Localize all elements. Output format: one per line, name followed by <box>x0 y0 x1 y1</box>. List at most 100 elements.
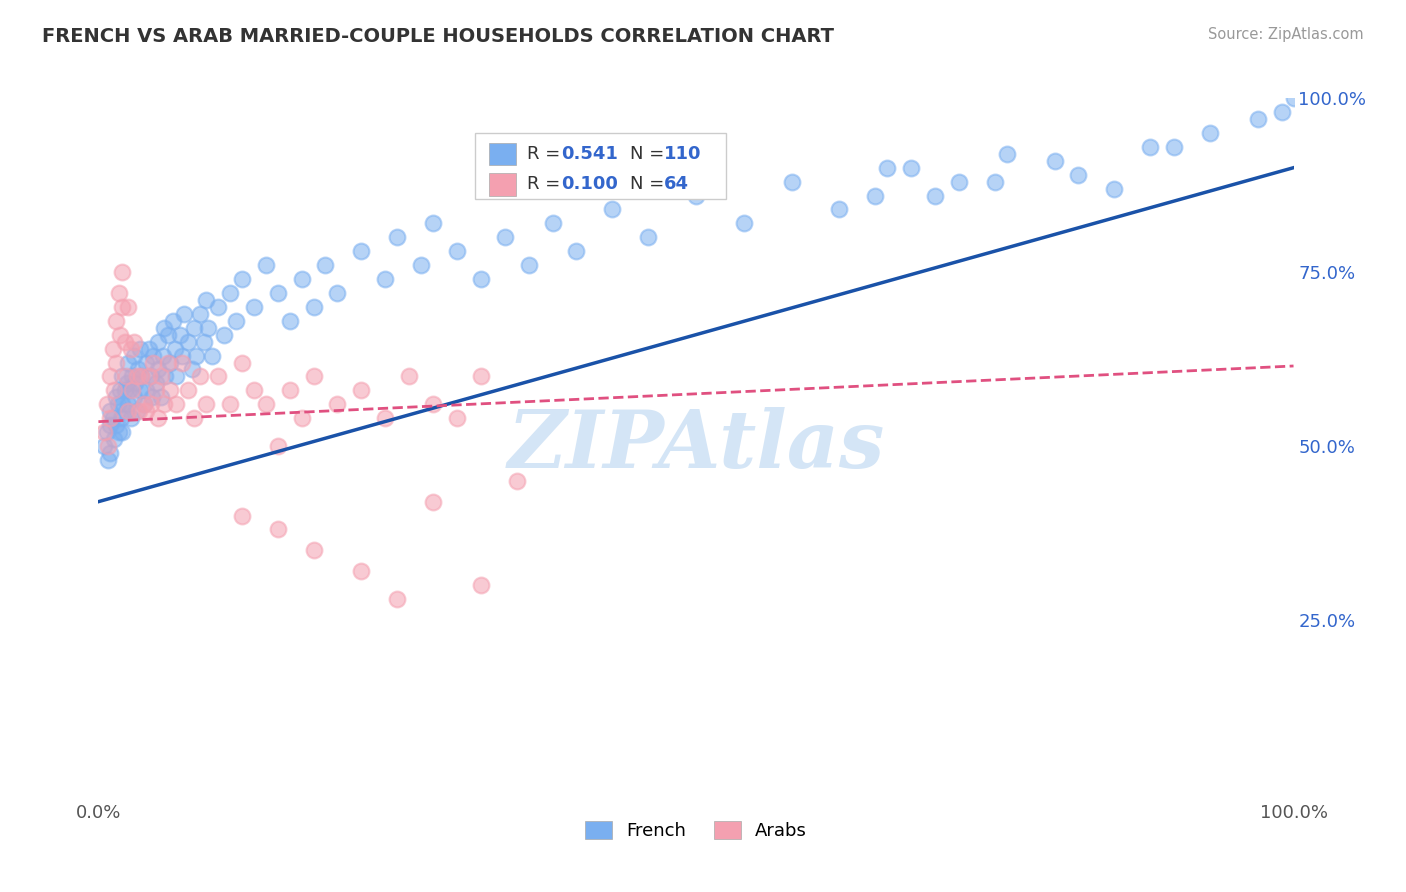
Point <box>517 258 540 272</box>
Point <box>186 349 208 363</box>
Point <box>124 376 146 391</box>
Point <box>135 384 157 398</box>
Point <box>1247 112 1270 126</box>
Point <box>828 202 851 217</box>
Point <box>118 384 141 398</box>
Point <box>193 334 215 349</box>
Point <box>172 349 194 363</box>
Point <box>1199 126 1222 140</box>
Point <box>117 404 139 418</box>
Point <box>197 320 219 334</box>
Point <box>315 258 337 272</box>
Point <box>1282 91 1305 105</box>
Point <box>96 425 118 439</box>
Point <box>302 369 325 384</box>
Point <box>177 384 200 398</box>
Point <box>183 411 205 425</box>
Point <box>254 397 277 411</box>
Point <box>107 397 129 411</box>
Point <box>225 314 247 328</box>
Point <box>374 272 396 286</box>
Point <box>350 564 373 578</box>
Text: 0.100: 0.100 <box>561 176 617 194</box>
Text: R =: R = <box>527 145 567 163</box>
Point <box>105 390 128 404</box>
Point <box>267 439 290 453</box>
Point <box>1163 140 1185 154</box>
Point <box>446 411 468 425</box>
Point <box>115 404 138 418</box>
Point <box>163 342 186 356</box>
Point <box>103 432 125 446</box>
Point <box>1104 181 1126 195</box>
Point <box>152 349 174 363</box>
Point <box>101 342 124 356</box>
Point <box>111 425 134 439</box>
Point <box>876 161 898 175</box>
Text: N =: N = <box>630 145 671 163</box>
Point <box>195 293 218 307</box>
Point <box>201 349 224 363</box>
Point <box>107 285 129 300</box>
Point <box>101 411 124 425</box>
Point <box>278 314 301 328</box>
Point <box>124 334 146 349</box>
Point <box>733 216 755 230</box>
Point <box>96 397 118 411</box>
Point <box>780 175 803 189</box>
Legend: French, Arabs: French, Arabs <box>578 814 814 847</box>
Point <box>470 578 492 592</box>
Point <box>291 272 314 286</box>
Point <box>124 390 146 404</box>
Point <box>129 384 152 398</box>
Point <box>162 314 184 328</box>
Point <box>156 327 179 342</box>
Point <box>132 397 155 411</box>
Point <box>111 397 134 411</box>
Point <box>131 369 153 384</box>
Point <box>1043 153 1066 168</box>
Point <box>984 175 1007 189</box>
Point <box>948 175 970 189</box>
Point <box>219 285 242 300</box>
Point <box>125 369 148 384</box>
Point <box>98 411 122 425</box>
Point <box>125 404 148 418</box>
Point <box>93 439 115 453</box>
Point <box>127 362 149 376</box>
Point <box>135 355 157 369</box>
Point <box>446 244 468 259</box>
Point <box>924 188 946 202</box>
FancyBboxPatch shape <box>489 143 516 165</box>
Point <box>107 425 129 439</box>
Point <box>470 272 492 286</box>
Point <box>153 320 176 334</box>
Point <box>422 494 444 508</box>
Point <box>148 334 170 349</box>
Point <box>195 397 218 411</box>
Text: N =: N = <box>630 176 671 194</box>
Point <box>422 216 444 230</box>
Point <box>254 258 277 272</box>
Point <box>900 161 922 175</box>
Point <box>142 349 165 363</box>
Point <box>212 327 235 342</box>
Point <box>565 244 588 259</box>
Point <box>165 397 187 411</box>
Point <box>131 369 153 384</box>
Point <box>243 384 266 398</box>
Point <box>153 397 176 411</box>
Point <box>494 230 516 244</box>
Text: Source: ZipAtlas.com: Source: ZipAtlas.com <box>1208 27 1364 42</box>
Point <box>637 230 659 244</box>
Point <box>411 258 433 272</box>
Point <box>865 188 887 202</box>
Point <box>98 446 122 460</box>
Point <box>350 244 373 259</box>
Point <box>169 327 191 342</box>
Point <box>115 369 138 384</box>
Point <box>291 411 314 425</box>
Point <box>156 355 179 369</box>
Point <box>685 188 707 202</box>
Point <box>302 543 325 558</box>
